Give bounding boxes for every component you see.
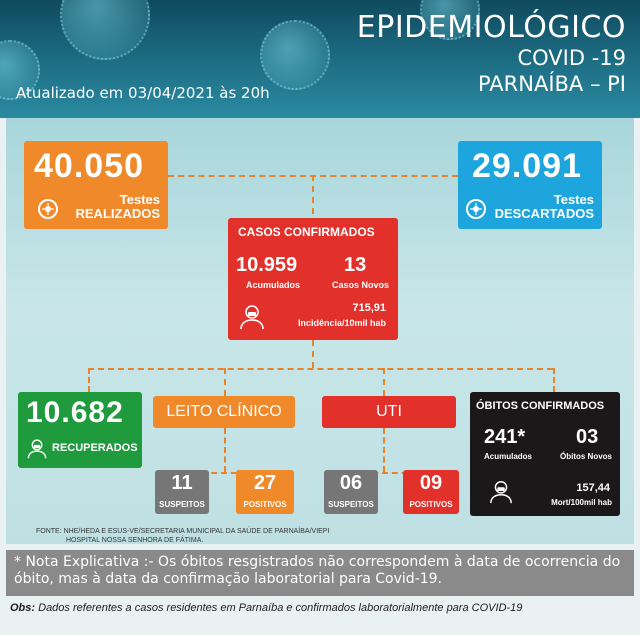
virus-decoration-icon (260, 20, 330, 90)
obitos-title: ÓBITOS CONFIRMADOS (476, 400, 605, 412)
updated-date: Atualizado em 03/04/2021 às 20h (16, 84, 270, 102)
person-mask-icon (27, 439, 47, 459)
connector-leito-down (224, 428, 226, 472)
confirmados-incidencia-value: 715,91 (352, 302, 386, 314)
title-city: PARNAÍBA – PI (477, 72, 626, 96)
testes-value: 40.050 (34, 147, 144, 185)
uti-positivos-label: POSITIVOS (409, 500, 453, 509)
drop-virus-icon (38, 199, 58, 219)
confirmados-acumulados-label: Acumulados (246, 280, 301, 290)
title-epidemiologico: EPIDEMIOLÓGICO (356, 10, 626, 45)
leito-suspeitos-card: 11 SUSPEITOS (155, 470, 209, 514)
testes-label: Testes REALIZADOS (75, 192, 161, 221)
connector-drop-3 (383, 368, 385, 396)
uti-suspeitos-label: SUSPEITOS (328, 500, 374, 509)
person-mask-icon (240, 305, 264, 330)
connector-mid-vertical (312, 175, 314, 225)
leito-clinico-header: LEITO CLÍNICO (153, 396, 295, 428)
uti-suspeitos-card: 06 SUSPEITOS (324, 470, 378, 514)
connector-mid-vertical-2 (312, 340, 314, 368)
confirmados-novos-label: Casos Novos (332, 280, 390, 290)
connector-drop-1 (88, 368, 90, 392)
confirmados-acumulados-value: 10.959 (236, 254, 298, 276)
testes-descartados-card: 29.091 Testes DESCARTADOS (458, 141, 602, 229)
title-covid: COVID -19 (517, 46, 626, 70)
observation-text: Obs: Dados referentes a casos residentes… (10, 602, 522, 614)
leito-suspeitos-label: SUSPEITOS (159, 500, 205, 509)
connector-branch (88, 368, 553, 370)
confirmados-title: CASOS CONFIRMADOS (238, 225, 375, 239)
recuperados-label: RECUPERADOS (52, 442, 138, 454)
uti-positivos-value: 09 (419, 472, 443, 494)
confirmados-novos-value: 13 (344, 254, 367, 276)
obs-label: Obs: (10, 602, 36, 614)
header-banner: EPIDEMIOLÓGICO COVID -19 PARNAÍBA – PI A… (0, 0, 640, 118)
obitos-novos-label: Óbitos Novos (560, 452, 613, 461)
descartados-label: Testes DESCARTADOS (494, 192, 594, 221)
leito-positivos-value: 27 (253, 472, 277, 494)
drop-virus-icon (466, 199, 486, 219)
descartados-value: 29.091 (472, 147, 582, 185)
confirmados-incidencia-label: Incidência/10mil hab (297, 318, 386, 328)
connector-drop-4 (553, 368, 555, 392)
obitos-card: ÓBITOS CONFIRMADOS 241* Acumulados 03 Ób… (470, 392, 620, 516)
connector-leito-h (182, 472, 266, 474)
uti-title: UTI (376, 403, 402, 420)
uti-positivos-card: 09 POSITIVOS (403, 470, 459, 514)
leito-positivos-card: 27 POSITIVOS (236, 470, 294, 514)
recuperados-value: 10.682 (26, 396, 124, 429)
obitos-acumulados-value: 241* (484, 426, 526, 448)
uti-suspeitos-value: 06 (339, 472, 363, 494)
connector-uti-down (383, 428, 385, 472)
obitos-mort-label: Mort/100mil hab (551, 498, 612, 507)
uti-header: UTI (322, 396, 456, 428)
leito-suspeitos-value: 11 (171, 472, 193, 494)
explanatory-note: * Nota Explicativa :- Os óbitos resgistr… (6, 550, 634, 596)
obitos-mort-value: 157,44 (576, 482, 610, 494)
testes-realizados-card: 40.050 Testes REALIZADOS (24, 141, 168, 229)
casos-confirmados-card: CASOS CONFIRMADOS 10.959 Acumulados 13 C… (228, 218, 398, 340)
leito-title: LEITO CLÍNICO (166, 403, 282, 420)
source-credit: FONTE: NHE/HEDA E ESUS-VE/SECRETARIA MUN… (36, 528, 330, 544)
person-mask-icon (490, 480, 512, 504)
obitos-acumulados-label: Acumulados (484, 452, 533, 461)
leito-positivos-label: POSITIVOS (243, 500, 287, 509)
obitos-novos-value: 03 (576, 426, 599, 448)
recuperados-card: 10.682 RECUPERADOS (18, 392, 142, 468)
connector-uti-h (343, 472, 427, 474)
connector-drop-2 (224, 368, 226, 396)
obs-text: Dados referentes a casos residentes em P… (38, 602, 523, 614)
virus-decoration-icon (60, 0, 150, 60)
